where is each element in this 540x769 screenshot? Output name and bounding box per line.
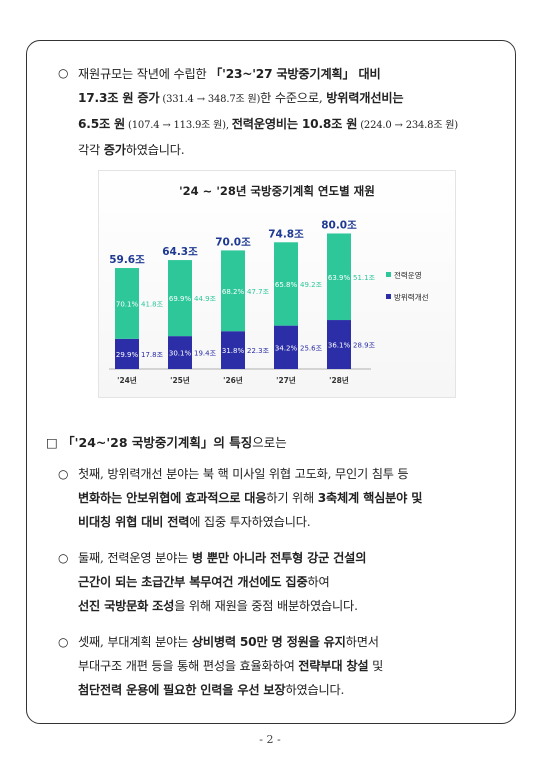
value-label-4-weapon: 25.6조 [300,344,323,352]
page-frame [26,40,516,724]
value-label-4-operation: 49.2조 [300,281,323,289]
pct-label-1-operation: 70.1% [116,300,139,308]
pct-label-3-weapon: 31.8% [222,347,245,355]
item-1-bullet: ○ [58,467,69,481]
pct-label-5-weapon: 36.1% [328,342,351,350]
chart-canvas: 29.9% 70.1% 17.8조 41.8조 59.6조 '24년 30.1% 69.9% 1… [109,219,429,385]
value-label-2-operation: 44.9조 [194,295,217,303]
section-heading: □ 「'24~'28 국방중기계획」의 특징으로는 [46,435,287,450]
total-label-2: 64.3조 [162,246,198,258]
value-label-3-weapon: 22.3조 [247,347,270,355]
bar-4-weapon [274,325,298,369]
value-label-5-weapon: 28.9조 [353,342,376,350]
value-label-3-operation: 47.7조 [247,288,270,296]
bar-2-weapon [168,336,192,369]
page-number: - 2 - [259,733,281,746]
x-tick-4: '27년 [276,375,296,385]
pct-label-1-weapon: 29.9% [116,351,139,359]
bar-1-weapon [115,338,139,369]
item-2-paragraph: 둘째, 전력운영 분야는 병 뿐만 아니라 전투형 강군 건설의 근간이 되는 … [78,546,366,618]
bar-5-weapon [327,320,351,369]
item-2-line-3: 선진 국방문화 조성을 위해 재원을 중점 배분하였습니다. [78,599,358,613]
total-label-4: 74.8조 [268,228,304,240]
value-label-1-operation: 41.8조 [141,300,164,308]
x-tick-5: '28년 [329,375,349,385]
item-1-line-3: 비대칭 위협 대비 전력에 집중 투자하였습니다. [78,515,311,529]
intro-line-2: 17.3조 원 증가 (331.4 → 348.7조 원)한 수준으로, 방위력… [78,91,404,105]
section-box-icon: □ [46,435,58,450]
item-1-line-2: 변화하는 안보위협에 효과적으로 대응하기 위해 3축체계 핵심분야 및 [78,491,423,505]
intro-line-4: 각각 증가하였습니다. [78,143,185,157]
bar-4-operation [274,242,298,326]
bar-5-operation [327,233,351,321]
item-2-line-1: 둘째, 전력운영 분야는 병 뿐만 아니라 전투형 강군 건설의 [78,551,367,565]
x-tick-3: '26년 [223,375,243,385]
intro-bullet: ○ [58,66,69,80]
item-1-paragraph: 첫째, 방위력개선 분야는 북 핵 미사일 위협 고도화, 무인기 침투 등 변… [78,462,422,534]
x-tick-2: '25년 [170,375,190,385]
x-tick-1: '24년 [117,375,137,385]
bar-3-operation [221,250,245,332]
bar-2-operation [168,260,192,337]
intro-line-3: 6.5조 원 (107.4 → 113.9조 원), 전력운영비는 10.8조 … [78,117,459,131]
value-label-1-weapon: 17.8조 [141,351,164,359]
bar-1-operation [115,268,139,339]
legend-swatch-operation [386,272,391,277]
item-3-line-1: 셋째, 부대계획 분야는 상비병력 50만 명 정원을 유지하면서 [78,635,379,649]
total-label-3: 70.0조 [215,236,251,248]
legend-label-operation: 전력운영 [394,270,422,280]
item-2-bullet: ○ [58,551,69,565]
pct-label-3-operation: 68.2% [222,288,245,296]
intro-paragraph: 재원규모는 작년에 수립한 「'23~'27 국방중기계획」 대비 17.3조 … [78,62,458,162]
pct-label-5-operation: 63.9% [328,274,351,282]
pct-label-2-operation: 69.9% [169,295,192,303]
bar-3-weapon [221,331,245,369]
total-label-1: 59.6조 [109,254,145,266]
value-label-2-weapon: 19.4조 [194,350,217,358]
legend-swatch-weapon [386,294,391,299]
chart-title: '24 ~ '28년 국방중기계획 연도별 재원 [179,184,375,198]
budget-chart: '24 ~ '28년 국방중기계획 연도별 재원 29.9% 70.1% 17.8조… [98,170,456,398]
pct-label-4-weapon: 34.2% [275,344,298,352]
intro-line-1: 재원규모는 작년에 수립한 「'23~'27 국방중기계획」 대비 [78,67,381,81]
item-3-line-3: 첨단전력 운용에 필요한 인력을 우선 보장하였습니다. [78,683,345,697]
item-1-line-1: 첫째, 방위력개선 분야는 북 핵 미사일 위협 고도화, 무인기 침투 등 [78,467,409,481]
pct-label-4-operation: 65.8% [275,281,298,289]
value-label-5-operation: 51.1조 [353,274,376,282]
legend-label-weapon: 방위력개선 [394,292,429,302]
total-label-5: 80.0조 [321,219,357,231]
item-3-paragraph: 셋째, 부대계획 분야는 상비병력 50만 명 정원을 유지하면서 부대구조 개… [78,630,383,702]
item-3-line-2: 부대구조 개편 등을 통해 편성을 효율화하여 전략부대 창설 및 [78,659,384,673]
item-3-bullet: ○ [58,635,69,649]
pct-label-2-weapon: 30.1% [169,350,192,358]
item-2-line-2: 근간이 되는 초급간부 복무여건 개선에도 집중하여 [78,575,330,589]
